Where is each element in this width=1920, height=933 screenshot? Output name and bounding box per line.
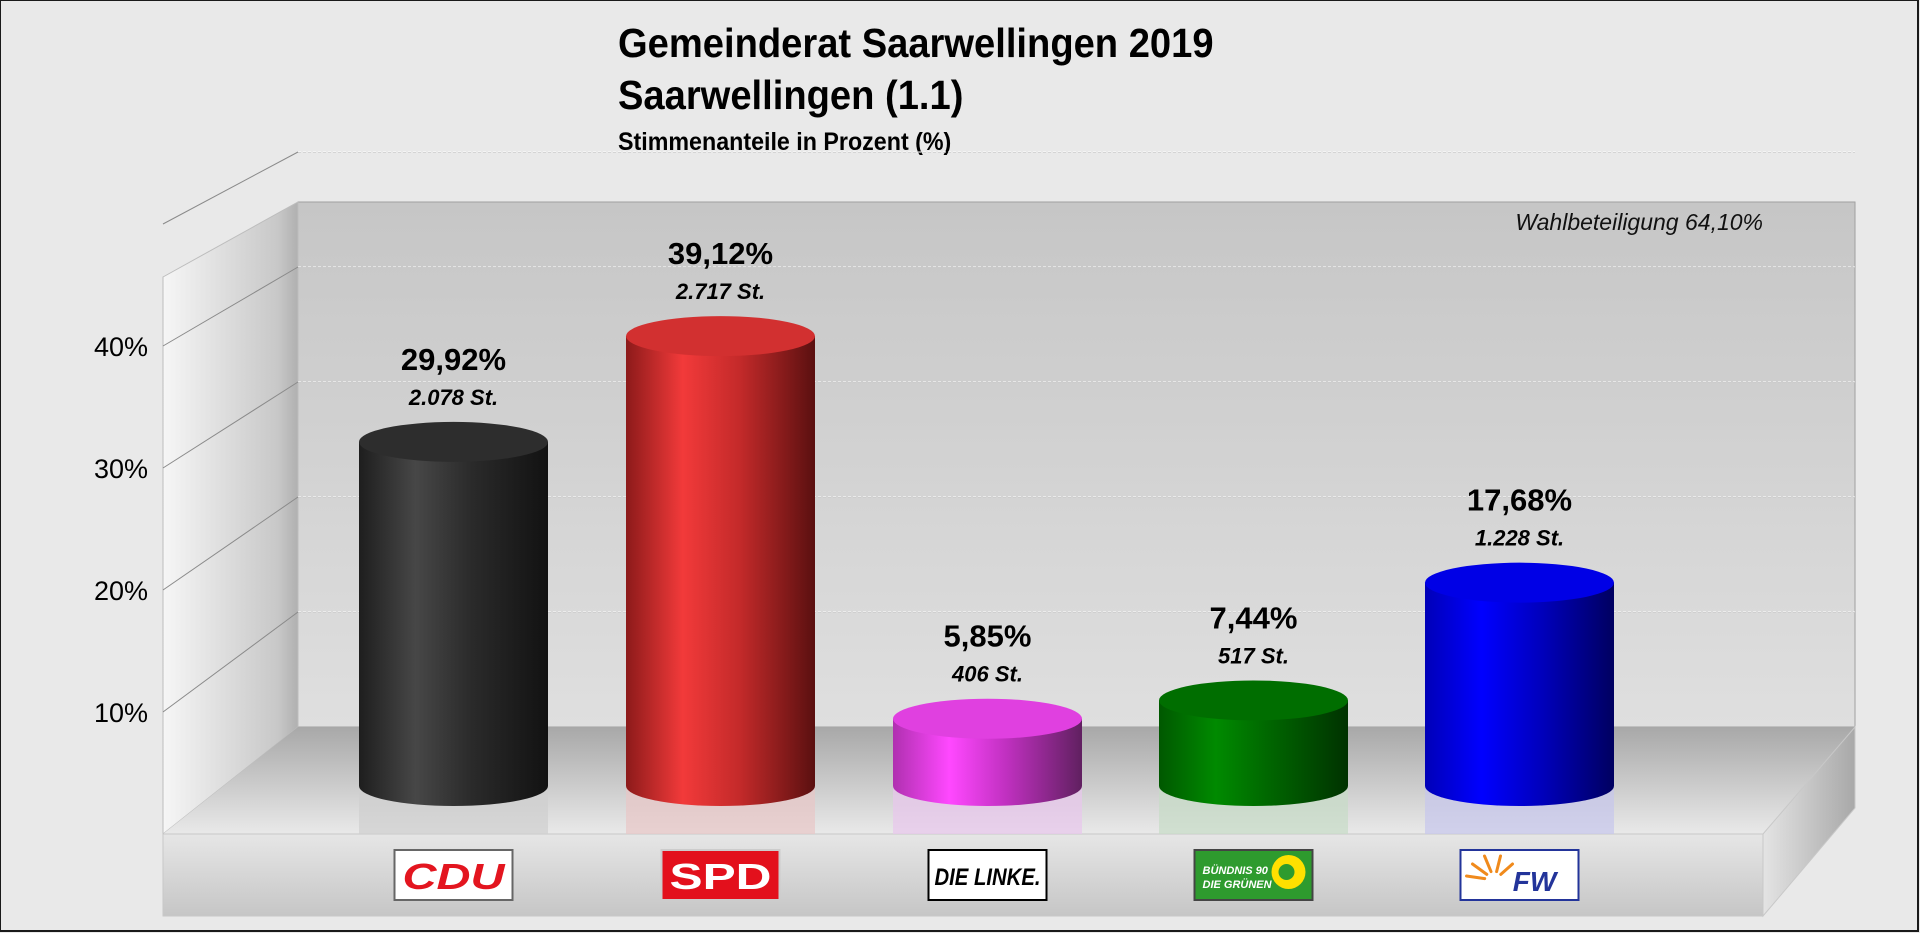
bar-body: [358, 441, 548, 806]
svg-text:DIE GRÜNEN: DIE GRÜNEN: [1203, 878, 1273, 891]
bar-body: [1159, 700, 1348, 806]
svg-text:SPD: SPD: [670, 856, 772, 897]
bar-top: [893, 698, 1082, 739]
left-wall: [162, 201, 299, 836]
bar-value-label: 29,92%: [401, 342, 506, 377]
gridline-side: [162, 496, 299, 591]
party-logo-cdu: CDU: [393, 849, 514, 901]
party-logo-spd: SPD: [660, 849, 781, 901]
bar-1: [626, 316, 815, 806]
y-tick-label: 40%: [94, 332, 148, 362]
sun-ray-icon: [1499, 862, 1514, 876]
svg-text:BÜNDNIS 90: BÜNDNIS 90: [1203, 864, 1269, 877]
bar-0: [358, 421, 548, 806]
bar-votes-label: 517 St.: [1218, 643, 1289, 668]
sun-ray-icon: [1465, 874, 1487, 881]
bar-top: [1159, 680, 1348, 721]
party-logo-fw: FW: [1459, 849, 1580, 901]
svg-text:DIE LINKE.: DIE LINKE.: [935, 864, 1041, 891]
base-right-side: [1762, 725, 1856, 918]
y-tick-label: 20%: [94, 576, 148, 606]
y-tick-label: 30%: [94, 454, 148, 484]
bar-value-label: 39,12%: [668, 236, 773, 271]
gridline-side: [162, 266, 299, 347]
bar-4: [1425, 562, 1614, 806]
chart-subtitle: Saarwellingen (1.1): [618, 72, 964, 118]
chart-title: Gemeinderat Saarwellingen 2019: [618, 20, 1214, 66]
gridline-side: [162, 151, 299, 225]
bar-top: [359, 421, 548, 462]
svg-text:CDU: CDU: [403, 856, 506, 897]
y-tick-label: 10%: [94, 698, 148, 728]
gridline-side: [162, 611, 299, 713]
bar-votes-label: 2.078 St.: [408, 385, 498, 410]
party-logo-die-linke-: DIE LINKE.: [927, 849, 1048, 901]
bar-votes-label: 2.717 St.: [675, 279, 765, 304]
bar-3: [1159, 680, 1348, 806]
bar-2: [892, 698, 1082, 806]
chart-caption: Stimmenanteile in Prozent (%): [618, 128, 952, 156]
sun-ray-icon: [1471, 862, 1489, 876]
bar-votes-label: 406 St.: [951, 662, 1023, 687]
sun-ray-icon: [1495, 854, 1502, 874]
bar-body: [1425, 582, 1614, 806]
turnout-annotation: Wahlbeteiligung 64,10%: [1515, 209, 1763, 235]
bar-value-label: 7,44%: [1210, 600, 1298, 635]
bar-body: [892, 718, 1082, 806]
bar-value-label: 17,68%: [1467, 483, 1572, 518]
bar-votes-label: 1.228 St.: [1475, 526, 1564, 551]
bar-top: [1425, 562, 1614, 603]
svg-text:FW: FW: [1513, 866, 1559, 897]
bar-value-label: 5,85%: [944, 619, 1032, 654]
bar-top: [626, 316, 815, 357]
gridline-side: [162, 381, 299, 469]
bar-body: [626, 336, 815, 806]
sun-ray-icon: [1483, 854, 1493, 874]
